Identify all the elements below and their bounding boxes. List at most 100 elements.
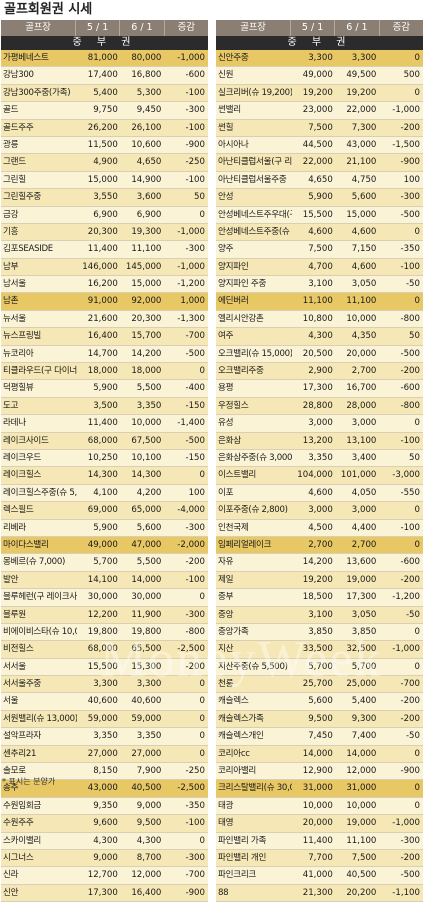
club-name-cell: 뉴서울 bbox=[3, 313, 26, 324]
jun-price-cell: 4,400 bbox=[351, 522, 377, 533]
jun-price-cell: 20,200 bbox=[346, 887, 377, 898]
may-price-cell: 31,000 bbox=[302, 783, 333, 794]
header-club: 골프장 bbox=[1, 20, 76, 36]
club-name-cell: 자유 bbox=[218, 557, 234, 568]
price-table-left: 골프장 5 / 1 6 / 1 증감 중 부 권 가평베네스트 81,000 80,… bbox=[1, 20, 208, 902]
may-price-cell: 12,200 bbox=[87, 609, 118, 620]
club-name-cell: 아난티클럽서울(구 리츠칼튼) bbox=[218, 157, 292, 168]
table-row: 가평베네스트 81,000 80,000 -1,000 bbox=[1, 50, 208, 68]
change-cell: -100 bbox=[400, 261, 420, 272]
table-row: 유성 3,000 3,000 0 bbox=[216, 415, 423, 433]
jun-price-cell: 3,350 bbox=[136, 400, 162, 411]
change-cell: -100 bbox=[185, 87, 205, 98]
change-cell: 50 bbox=[409, 452, 420, 463]
change-cell: -300 bbox=[185, 105, 205, 116]
jun-price-cell: 18,000 bbox=[131, 366, 162, 377]
table-row: 실크리버(슈 19,200) 19,200 19,200 0 bbox=[216, 84, 423, 103]
jun-price-cell: 4,650 bbox=[136, 157, 162, 168]
jun-price-cell: 3,000 bbox=[351, 505, 377, 516]
jun-price-cell: 3,400 bbox=[351, 452, 377, 463]
club-name-cell: 여주 bbox=[218, 331, 234, 342]
header-may: 5 / 1 bbox=[291, 20, 336, 36]
jun-price-cell: 10,000 bbox=[131, 418, 162, 429]
change-cell: -50 bbox=[405, 609, 420, 620]
may-price-cell: 7,500 bbox=[308, 244, 333, 255]
table-row: 태영 20,000 19,000 -1,000 bbox=[216, 815, 423, 833]
club-name-cell: 수원임회금 bbox=[3, 800, 42, 811]
may-price-cell: 91,000 bbox=[87, 296, 118, 307]
club-name-cell: 서서울주중 bbox=[3, 679, 42, 690]
jun-price-cell: 16,800 bbox=[131, 70, 162, 81]
table-row: 기흥 20,300 19,300 -1,000 bbox=[1, 223, 208, 242]
jun-price-cell: 80,000 bbox=[131, 53, 162, 63]
jun-price-cell: 4,050 bbox=[351, 487, 377, 498]
table-row: 수원임회금 9,350 9,000 -350 bbox=[1, 797, 208, 816]
change-cell: -700 bbox=[400, 679, 420, 690]
header-diff: 증감 bbox=[177, 22, 196, 33]
may-price-cell: 10,800 bbox=[302, 313, 333, 324]
table-row: 레이크사이드 68,000 67,500 -500 bbox=[1, 432, 208, 450]
club-name-cell: 서원밸리(슈 13,000) bbox=[3, 713, 78, 724]
jun-price-cell: 40,500 bbox=[131, 783, 162, 794]
change-cell: 0 bbox=[414, 296, 420, 307]
change-cell: 0 bbox=[414, 87, 420, 98]
table-row: 비에이비스타(슈 10,000) 19,800 19,800 -800 bbox=[1, 623, 208, 642]
change-cell: -250 bbox=[185, 766, 205, 777]
club-name-cell: 남서울 bbox=[3, 279, 26, 290]
change-cell: -100 bbox=[185, 574, 205, 585]
may-price-cell: 15,000 bbox=[87, 174, 118, 185]
may-price-cell: 59,000 bbox=[87, 713, 118, 724]
change-cell: 0 bbox=[414, 748, 420, 759]
jun-price-cell: 40,600 bbox=[131, 696, 162, 707]
jun-price-cell: 65,000 bbox=[131, 505, 162, 516]
may-price-cell: 81,000 bbox=[87, 53, 118, 63]
jun-price-cell: 12,000 bbox=[346, 766, 377, 777]
may-price-cell: 4,500 bbox=[308, 522, 333, 533]
change-cell: -200 bbox=[400, 696, 420, 707]
club-name-cell: 캐슬렉스가족 bbox=[218, 713, 264, 724]
may-price-cell: 9,750 bbox=[93, 105, 118, 116]
club-name-cell: 신원 bbox=[218, 70, 234, 81]
club-name-cell: 인천국제 bbox=[218, 522, 249, 533]
table-row: 캐슬렉스 5,600 5,400 -200 bbox=[216, 693, 423, 711]
change-cell: -900 bbox=[400, 157, 420, 168]
change-cell: -200 bbox=[400, 852, 420, 863]
jun-price-cell: 5,500 bbox=[136, 557, 162, 568]
jun-price-cell: 10,100 bbox=[131, 452, 162, 463]
table-row: 지산 33,500 32,500 -1,000 bbox=[216, 641, 423, 659]
may-price-cell: 11,400 bbox=[302, 835, 333, 846]
jun-price-cell: 16,400 bbox=[131, 887, 162, 898]
table-row: 우정힐스 28,800 28,000 -800 bbox=[216, 397, 423, 416]
jun-price-cell: 11,100 bbox=[346, 296, 377, 307]
table-row: 골드 9,750 9,450 -300 bbox=[1, 102, 208, 120]
change-cell: -200 bbox=[185, 557, 205, 568]
table-row: 리베라 5,900 5,600 -300 bbox=[1, 519, 208, 537]
change-cell: -1,200 bbox=[392, 592, 420, 603]
change-cell: -1,500 bbox=[392, 139, 420, 150]
table-row: 스카이밸리 4,300 4,300 0 bbox=[1, 832, 208, 850]
table-row: 서울 40,600 40,600 0 bbox=[1, 693, 208, 711]
region-label: 중 부 권 bbox=[1, 36, 208, 50]
may-price-cell: 7,700 bbox=[308, 852, 333, 863]
table-row: 신안주중 3,300 3,300 0 bbox=[216, 50, 423, 68]
may-price-cell: 7,500 bbox=[308, 122, 333, 133]
change-cell: -600 bbox=[400, 557, 420, 568]
table-row: 양지파인 4,700 4,600 -100 bbox=[216, 258, 423, 277]
may-price-cell: 19,200 bbox=[302, 574, 333, 585]
jun-price-cell: 5,600 bbox=[351, 192, 377, 203]
table-row: 레이크힐스주중(슈 5,000) 4,100 4,200 100 bbox=[1, 484, 208, 503]
change-cell: 0 bbox=[414, 505, 420, 516]
club-name-cell: 뉴코리아 bbox=[3, 348, 34, 359]
may-price-cell: 49,000 bbox=[302, 70, 333, 81]
change-cell: -2,500 bbox=[177, 783, 205, 794]
may-price-cell: 4,900 bbox=[93, 157, 118, 168]
club-name-cell: 우정힐스 bbox=[218, 400, 249, 411]
table-row: 중앙 3,100 3,050 -50 bbox=[216, 606, 423, 624]
page-title: 골프회원권 시세 bbox=[0, 0, 425, 20]
jun-price-cell: 19,200 bbox=[346, 87, 377, 98]
change-cell: -500 bbox=[400, 348, 420, 359]
may-price-cell: 44,500 bbox=[302, 139, 333, 150]
club-name-cell: 강남300 bbox=[3, 70, 34, 81]
jun-price-cell: 13,100 bbox=[346, 435, 377, 446]
may-price-cell: 12,900 bbox=[302, 766, 333, 777]
